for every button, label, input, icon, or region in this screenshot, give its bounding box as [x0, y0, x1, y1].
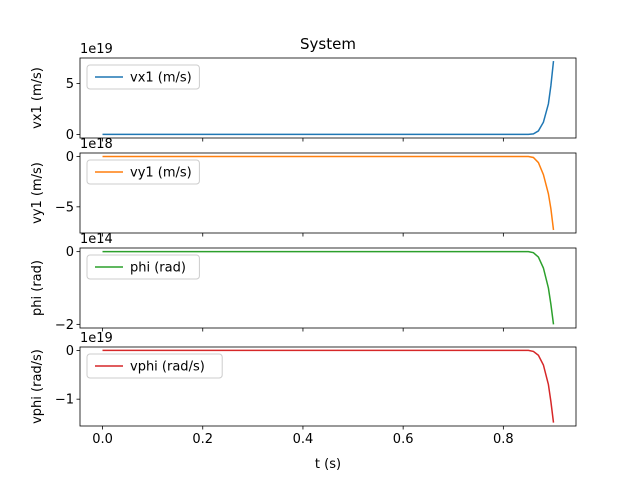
y-axis-label: vx1 (m/s)	[30, 67, 45, 129]
x-axis-label: t (s)	[315, 457, 341, 472]
legend: vy1 (m/s)	[86, 159, 200, 185]
series-line-1-1	[102, 61, 555, 136]
x-tick-label: 0.4	[293, 432, 314, 447]
x-tick-label: 0.0	[92, 432, 113, 447]
legend-entry: vphi (rad/s)	[130, 360, 205, 375]
x-tick-label: 0.8	[493, 432, 514, 447]
y-offset-label: 1e18	[80, 137, 113, 152]
subplot-3: 0 −2 1e14 phi (rad) phi (rad)	[30, 232, 577, 333]
x-tick-label: 0.6	[393, 432, 414, 447]
subplot-2: 0 −5 1e18 vy1 (m/s) vy1 (m/s)	[30, 137, 577, 237]
y-tick-label: 0	[66, 150, 74, 165]
axes-frame	[79, 57, 577, 139]
y-tick-label: 0	[66, 245, 74, 260]
legend-frame	[86, 159, 200, 185]
legend-entry: phi (rad)	[130, 261, 186, 276]
subplot-4: 0.0 0.2 0.4 0.6 0.8 0 −1 1e19 vphi (rad/s) vphi (…	[30, 331, 577, 447]
chart-title: System	[300, 35, 356, 53]
series-line-2-1	[102, 155, 555, 231]
y-offset-label: 1e19	[80, 42, 113, 57]
axes-frame	[79, 152, 577, 234]
legend: vx1 (m/s)	[86, 64, 200, 90]
subplot-1: 0 5 1e19 vx1 (m/s) vx1 (m/s)	[30, 42, 577, 143]
legend-frame	[86, 254, 200, 280]
y-tick-label: 0	[66, 344, 74, 359]
y-axis-label: vy1 (m/s)	[30, 162, 45, 224]
series-line-4-1	[102, 349, 555, 423]
y-tick-label: 0	[66, 128, 74, 143]
y-offset-label: 1e19	[80, 331, 113, 346]
axes-frame	[79, 346, 577, 427]
y-tick-label: 5	[66, 77, 74, 92]
series-line-3-1	[102, 250, 555, 325]
legend-frame	[86, 353, 223, 379]
legend-entry: vx1 (m/s)	[130, 71, 192, 86]
legend-entry: vy1 (m/s)	[130, 166, 192, 181]
axes-frame	[79, 247, 577, 329]
legend-frame	[86, 64, 200, 90]
y-axis-label: vphi (rad/s)	[30, 349, 45, 424]
legend: vphi (rad/s)	[86, 353, 223, 379]
y-tick-label: −1	[55, 393, 74, 408]
legend: phi (rad)	[86, 254, 200, 280]
y-offset-label: 1e14	[80, 232, 113, 247]
y-tick-label: −2	[55, 318, 74, 333]
subplot-stack: 0 5 1e19 vx1 (m/s) vx1 (m/s) 0 −5 1e18 vy1 (m/s)…	[30, 42, 577, 447]
y-tick-label: −5	[55, 200, 74, 215]
x-tick-label: 0.2	[192, 432, 213, 447]
y-axis-label: phi (rad)	[30, 260, 45, 316]
